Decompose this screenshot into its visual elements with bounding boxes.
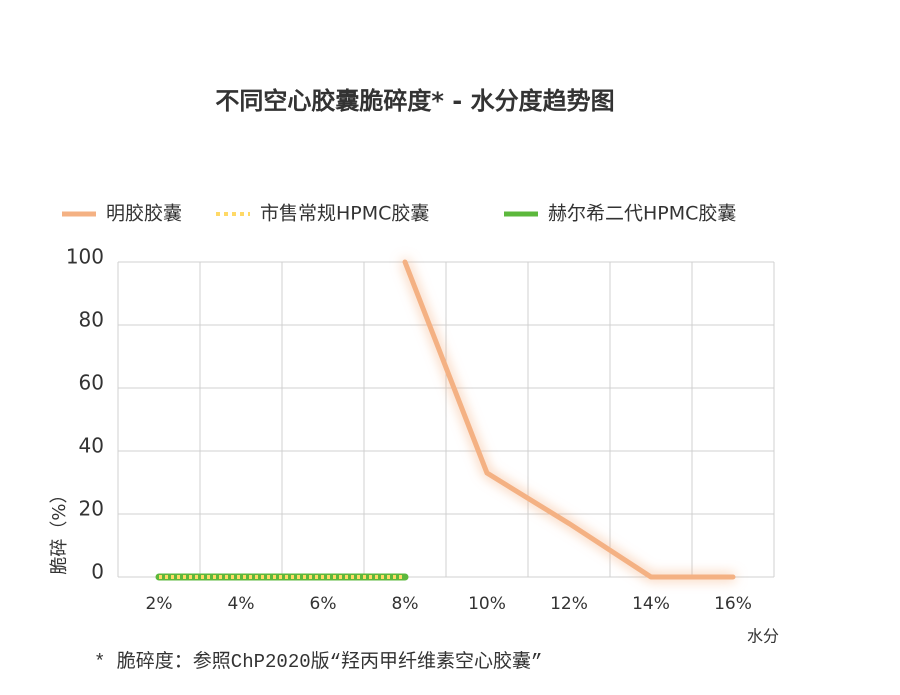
series-line xyxy=(402,259,736,580)
legend-label: 明胶胶囊 xyxy=(106,203,182,225)
x-tick-label: 12% xyxy=(550,594,588,614)
y-tick-label: 60 xyxy=(79,371,104,395)
y-tick-label: 40 xyxy=(79,434,104,458)
y-tick-label: 20 xyxy=(79,497,104,521)
y-axis-label: 脆碎（%） xyxy=(49,485,70,574)
x-axis-label: 水分 xyxy=(747,627,779,646)
x-tick-label: 14% xyxy=(632,594,670,614)
x-tick-label: 4% xyxy=(228,594,255,614)
y-tick-label: 0 xyxy=(91,560,104,584)
chart-title: 不同空心胶囊脆碎度* - 水分度趋势图 xyxy=(215,87,614,115)
legend-label: 赫尔希二代HPMC胶囊 xyxy=(548,203,736,225)
x-tick-label: 6% xyxy=(310,594,337,614)
x-tick-label: 8% xyxy=(392,594,419,614)
x-tick-label: 2% xyxy=(146,594,173,614)
footnote: * 脆碎度：参照ChP2020版“羟丙甲纤维素空心胶囊” xyxy=(94,650,542,673)
y-tick-label: 80 xyxy=(79,308,104,332)
y-tick-label: 100 xyxy=(66,245,104,269)
x-tick-label: 16% xyxy=(714,594,752,614)
legend-label: 市售常规HPMC胶囊 xyxy=(260,203,429,225)
x-tick-label: 10% xyxy=(468,594,506,614)
